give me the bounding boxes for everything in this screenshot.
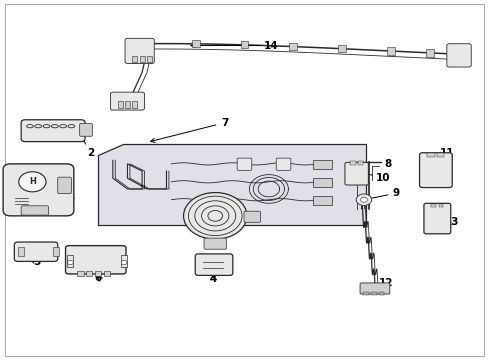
FancyBboxPatch shape [423, 203, 450, 234]
Bar [132, 56, 137, 62]
Bar [118, 101, 122, 108]
Bar [86, 271, 92, 276]
Bar [240, 41, 248, 49]
Bar [349, 161, 355, 165]
FancyBboxPatch shape [80, 123, 92, 136]
FancyBboxPatch shape [65, 246, 126, 274]
FancyBboxPatch shape [21, 206, 48, 215]
FancyBboxPatch shape [125, 39, 154, 63]
Text: 11: 11 [439, 148, 453, 158]
Circle shape [19, 172, 46, 192]
Bar [191, 40, 199, 48]
Bar [312, 160, 331, 169]
Bar [77, 271, 83, 276]
Text: 14: 14 [190, 41, 278, 50]
Bar [67, 255, 73, 267]
Bar [337, 45, 345, 52]
Bar [53, 247, 59, 256]
Bar [438, 204, 443, 207]
Text: 3: 3 [211, 227, 219, 237]
Circle shape [360, 197, 366, 202]
Circle shape [121, 260, 127, 265]
Polygon shape [98, 144, 366, 225]
Bar [140, 56, 144, 62]
Text: 1: 1 [59, 189, 75, 201]
Bar [357, 161, 363, 165]
Text: 7: 7 [150, 118, 228, 143]
Bar [289, 43, 297, 50]
Bar [386, 48, 394, 55]
Bar [95, 271, 101, 276]
Bar [362, 292, 368, 296]
Bar [436, 153, 444, 157]
Circle shape [183, 193, 246, 239]
Bar [370, 292, 376, 296]
Bar [103, 271, 110, 276]
Text: 5: 5 [31, 257, 41, 267]
FancyBboxPatch shape [359, 283, 389, 294]
Bar [430, 204, 435, 207]
FancyBboxPatch shape [195, 254, 232, 275]
Bar [312, 178, 331, 187]
Bar [312, 196, 331, 205]
FancyBboxPatch shape [58, 177, 71, 194]
Text: 12: 12 [368, 278, 392, 288]
FancyBboxPatch shape [3, 164, 74, 216]
FancyBboxPatch shape [344, 162, 367, 185]
FancyBboxPatch shape [244, 211, 260, 222]
Bar [378, 292, 384, 296]
Text: 4: 4 [209, 274, 216, 284]
Text: H: H [29, 177, 36, 186]
FancyBboxPatch shape [237, 158, 251, 170]
Text: 13: 13 [444, 217, 458, 227]
Text: 10: 10 [358, 171, 390, 183]
Circle shape [355, 194, 371, 206]
FancyBboxPatch shape [21, 120, 85, 141]
Bar [18, 247, 23, 256]
Bar [132, 101, 137, 108]
Bar [121, 255, 127, 267]
Text: 2: 2 [78, 130, 94, 158]
FancyBboxPatch shape [419, 153, 451, 188]
Text: 8: 8 [384, 159, 391, 169]
Text: 9: 9 [366, 188, 398, 201]
FancyBboxPatch shape [276, 158, 290, 170]
Text: 6: 6 [94, 273, 102, 283]
FancyBboxPatch shape [14, 242, 58, 261]
Bar [147, 56, 152, 62]
FancyBboxPatch shape [110, 92, 144, 110]
FancyBboxPatch shape [446, 44, 470, 67]
FancyBboxPatch shape [203, 238, 226, 249]
Bar [125, 101, 130, 108]
Bar [427, 153, 434, 157]
Circle shape [67, 260, 73, 265]
Bar [425, 49, 433, 57]
